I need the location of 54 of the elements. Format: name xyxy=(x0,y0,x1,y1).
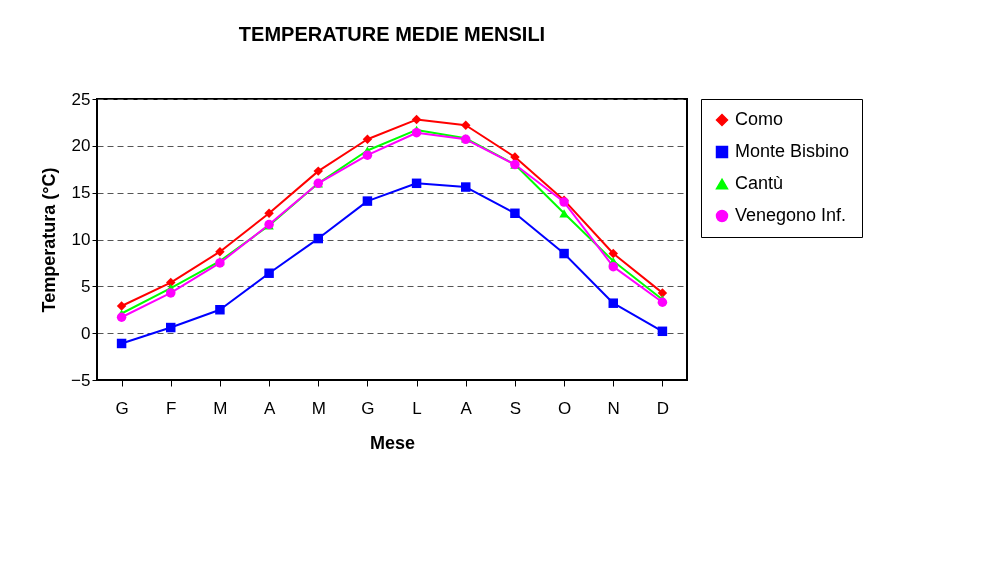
point xyxy=(264,268,274,278)
legend-label: Monte Bisbino xyxy=(735,141,850,161)
point xyxy=(608,298,618,308)
point xyxy=(116,301,127,311)
x-tick-label: A xyxy=(460,398,473,418)
y-tick-label: 15 xyxy=(71,183,91,203)
point xyxy=(362,150,373,160)
x-tick-label: M xyxy=(311,398,326,418)
x-tick-label: A xyxy=(263,398,276,418)
point xyxy=(116,338,127,349)
point xyxy=(559,248,569,259)
point xyxy=(362,134,373,145)
point xyxy=(264,208,274,219)
point xyxy=(411,114,422,125)
legend-label: Venegono Inf. xyxy=(735,205,847,225)
point xyxy=(608,261,618,272)
x-tick-label: M xyxy=(213,398,228,418)
point xyxy=(215,246,225,257)
point xyxy=(461,182,471,192)
x-tick-label: G xyxy=(115,398,129,418)
y-tick-label: −5 xyxy=(71,370,91,390)
y-tick-label: 0 xyxy=(81,323,91,343)
point xyxy=(510,208,520,219)
point xyxy=(411,178,422,189)
x-tick-label: L xyxy=(412,398,422,418)
point xyxy=(657,326,668,337)
point xyxy=(313,166,323,176)
point xyxy=(608,248,618,259)
y-tick-label: 5 xyxy=(81,276,91,296)
point xyxy=(166,288,176,298)
point xyxy=(215,305,225,315)
point xyxy=(657,288,668,298)
y-tick-label: 10 xyxy=(71,230,91,249)
x-tick-label: O xyxy=(557,398,572,418)
chart-title: TEMPERATURE MEDIE MENSILI xyxy=(238,23,546,45)
x-tick-label: N xyxy=(607,398,620,418)
point xyxy=(362,196,373,206)
x-tick-label: D xyxy=(656,398,670,418)
y-axis-title: Temperatura (°C) xyxy=(39,167,60,313)
point xyxy=(559,209,569,218)
x-tick-label: S xyxy=(509,398,522,418)
y-tick-label: 20 xyxy=(71,136,91,156)
y-tick-label: 25 xyxy=(71,89,91,109)
x-tick-label: F xyxy=(166,398,177,418)
legend-label: Cantù xyxy=(735,173,784,193)
point xyxy=(411,127,422,138)
x-axis-title: Mese xyxy=(369,432,416,453)
point xyxy=(166,277,176,288)
legend-label: Como xyxy=(735,109,784,129)
point xyxy=(313,233,323,244)
x-tick-label: G xyxy=(361,398,375,418)
point xyxy=(116,312,127,322)
point xyxy=(166,322,176,333)
point xyxy=(461,120,471,130)
